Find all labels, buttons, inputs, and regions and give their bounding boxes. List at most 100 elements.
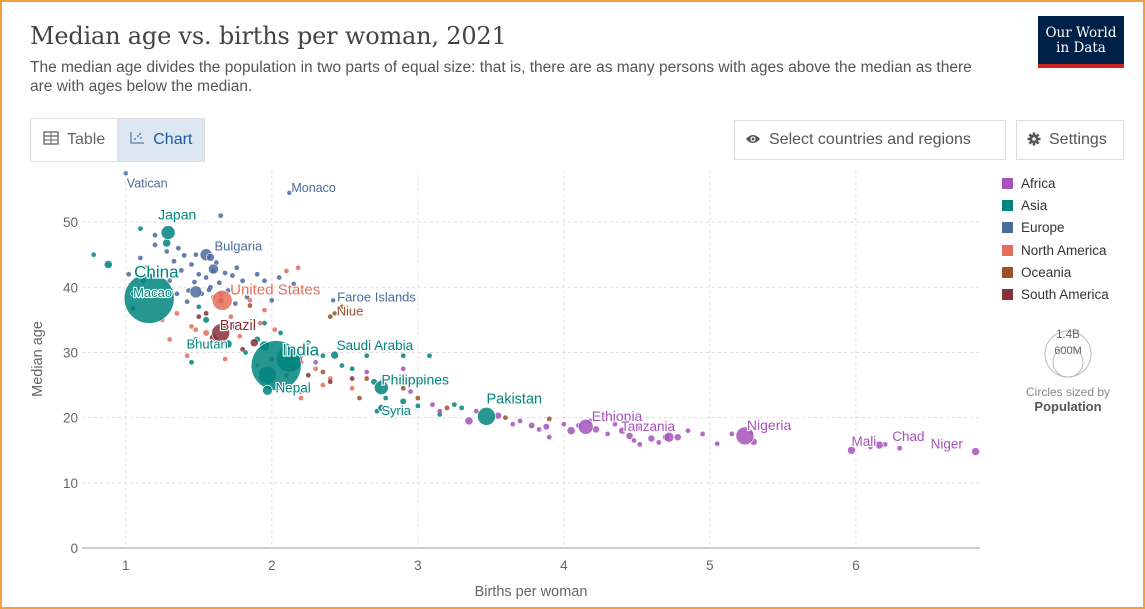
data-point	[339, 304, 345, 310]
data-point	[400, 385, 406, 391]
logo-bar	[1038, 64, 1124, 68]
data-point	[184, 353, 190, 359]
data-point	[349, 366, 355, 372]
y-tick-label: 20	[63, 411, 78, 426]
legend-label: Asia	[1021, 197, 1048, 213]
legend-label: Africa	[1021, 175, 1056, 191]
legend-label: North America	[1021, 242, 1107, 258]
size-legend-big: 1.4B	[1056, 329, 1080, 341]
legend-swatch	[1002, 266, 1013, 278]
data-point	[543, 423, 550, 430]
tab-chart[interactable]: Chart	[117, 119, 205, 161]
data-point-bulgaria	[206, 253, 215, 262]
data-point	[178, 267, 184, 273]
data-point-mali	[847, 445, 856, 455]
data-point	[229, 273, 235, 278]
data-point	[162, 238, 171, 248]
data-point	[528, 422, 535, 429]
legend-item-africa[interactable]: Africa	[1002, 172, 1109, 194]
data-point	[546, 434, 552, 440]
data-point	[193, 252, 199, 258]
data-point	[174, 291, 180, 297]
legend-swatch	[1002, 289, 1013, 301]
legend-item-north-america[interactable]: North America	[1002, 239, 1109, 261]
data-point	[400, 353, 406, 359]
point-label: Pakistan	[486, 391, 542, 407]
legend-swatch	[1002, 177, 1013, 189]
data-point	[510, 421, 516, 427]
tab-table-label: Table	[67, 131, 106, 148]
data-point-united-states	[211, 290, 233, 311]
data-point	[364, 369, 370, 375]
y-axis-title: Median age	[30, 321, 46, 397]
data-point	[143, 265, 149, 271]
data-point	[269, 288, 275, 293]
point-label: Saudi Arabia	[337, 338, 414, 353]
table-icon	[43, 131, 59, 149]
data-point	[228, 314, 234, 320]
data-point	[897, 445, 903, 451]
data-point-nepal	[262, 384, 273, 396]
data-point	[320, 369, 326, 375]
data-point	[254, 271, 260, 277]
legend-item-europe[interactable]: Europe	[1002, 217, 1109, 239]
data-point	[248, 284, 254, 290]
data-point	[546, 416, 552, 422]
data-point	[632, 423, 642, 432]
legend-item-asia[interactable]: Asia	[1002, 194, 1109, 216]
data-point	[240, 278, 246, 284]
point-label: Bulgaria	[214, 238, 262, 253]
data-point	[339, 363, 345, 368]
color-legend: Africa Asia Europe North America Oceania…	[1002, 172, 1109, 306]
point-label: Japan	[158, 207, 196, 223]
data-point	[174, 310, 180, 316]
settings-button[interactable]: Settings	[1016, 120, 1124, 160]
point-label: Vatican	[127, 176, 168, 190]
data-point-syria	[377, 404, 386, 412]
data-point	[247, 297, 253, 303]
legend-swatch	[1002, 199, 1013, 211]
data-point	[257, 320, 263, 326]
data-point	[444, 405, 450, 411]
data-point	[637, 441, 643, 447]
x-tick-label: 3	[414, 558, 422, 573]
data-point-china	[123, 273, 175, 324]
legend-item-oceania[interactable]: Oceania	[1002, 261, 1109, 283]
point-label: Ethiopia	[592, 408, 643, 424]
data-point	[430, 402, 435, 408]
data-point	[91, 252, 97, 258]
data-point	[272, 327, 278, 333]
data-point	[473, 408, 479, 414]
data-point	[232, 323, 239, 330]
data-point	[262, 320, 267, 326]
point-label: Niger	[931, 437, 964, 452]
data-point	[357, 395, 362, 401]
legend-label: South America	[1021, 287, 1109, 303]
data-point	[400, 366, 406, 372]
y-tick-label: 0	[70, 541, 78, 556]
point-label: Macao	[133, 285, 172, 300]
point-label: Chad	[892, 429, 924, 444]
legend-swatch	[1002, 222, 1013, 234]
data-point	[218, 213, 224, 219]
data-point	[517, 418, 523, 424]
data-point	[605, 431, 611, 437]
data-point	[240, 346, 246, 352]
data-point	[189, 324, 194, 329]
owid-logo[interactable]: Our World in Data	[1038, 16, 1124, 68]
data-point	[152, 232, 158, 238]
y-tick-label: 30	[63, 345, 78, 360]
tab-table[interactable]: Table	[31, 119, 117, 161]
data-point	[437, 408, 443, 414]
data-point	[313, 366, 319, 372]
data-point	[566, 426, 576, 435]
x-tick-label: 1	[122, 558, 130, 573]
point-label: Nigeria	[747, 417, 792, 433]
data-point	[729, 431, 735, 437]
legend-item-south-america[interactable]: South America	[1002, 283, 1109, 305]
data-point-chad	[874, 440, 884, 450]
select-countries-button[interactable]: Select countries and regions	[734, 120, 1006, 160]
data-point	[158, 268, 164, 274]
